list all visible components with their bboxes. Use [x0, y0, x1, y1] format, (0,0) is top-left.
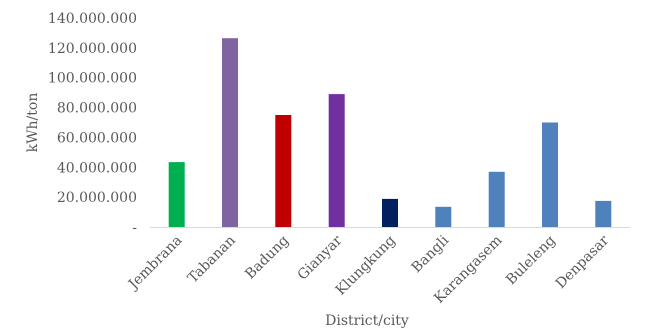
- y-tick-label: 60.000.000: [57, 130, 137, 146]
- bar-jembrana: [168, 162, 185, 227]
- x-tick-label: Denpasar: [553, 232, 613, 292]
- x-tick-label: Jembrana: [124, 233, 185, 294]
- bar-badung: [275, 115, 292, 227]
- x-tick-label: Gianyar: [295, 232, 346, 283]
- y-tick-label: 20.000.000: [57, 190, 137, 206]
- bars-group: [168, 38, 612, 228]
- bar-denpasar: [595, 200, 612, 227]
- y-axis-ticks: - 20.000.000 40.000.000 60.000.000 80.000.00…: [48, 11, 137, 236]
- x-tick-label: Badung: [242, 232, 292, 282]
- bar-karangasem: [488, 171, 505, 227]
- y-tick-label: 140.000.000: [48, 11, 137, 27]
- x-tick-label: Tabanan: [185, 233, 239, 287]
- y-tick-label: 120.000.000: [48, 41, 137, 57]
- y-tick-label: 40.000.000: [57, 160, 137, 176]
- x-tick-label: Buleleng: [503, 232, 559, 288]
- bar-buleleng: [542, 122, 558, 227]
- x-axis-title: District/city: [325, 313, 409, 329]
- y-axis-title: kWh/ton: [25, 93, 41, 153]
- bar-tabanan: [222, 38, 238, 228]
- y-tick-label: 100.000.000: [48, 71, 137, 87]
- y-tick-label: -: [132, 220, 137, 236]
- bar-bangli: [435, 206, 452, 227]
- x-tick-label: Bangli: [409, 232, 453, 276]
- bar-gianyar: [328, 94, 345, 227]
- y-tick-label: 80.000.000: [57, 101, 137, 117]
- bar-klungkung: [382, 198, 398, 227]
